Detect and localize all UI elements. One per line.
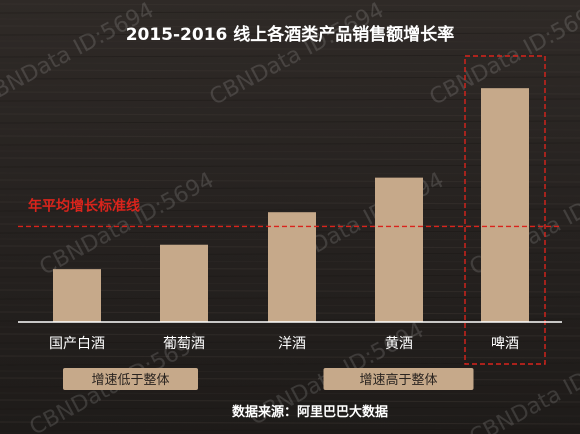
highlight-box [464, 55, 546, 365]
chart-title: 2015-2016 线上各酒类产品销售额增长率 [126, 24, 455, 45]
bar-2 [160, 244, 208, 322]
category-label-3: 洋酒 [278, 336, 306, 352]
category-label-2: 葡萄酒 [163, 336, 205, 352]
category-label-5: 啤酒 [491, 336, 519, 352]
bars-layer [53, 88, 529, 323]
group-badges: 增速低于整体 增速高于整体 [63, 368, 474, 390]
group-badge-2 [323, 368, 474, 390]
group-badge-1 [63, 368, 198, 390]
reference-line-label: 年平均增长标准线 [28, 197, 140, 214]
bar-1 [53, 269, 101, 322]
category-labels: 国产白酒 葡萄酒 洋酒 黄酒 啤酒 [49, 335, 519, 352]
category-label-4: 黄酒 [385, 335, 413, 352]
bar-4 [375, 177, 423, 322]
source-note: 数据来源：阿里巴巴大数据 [232, 404, 388, 420]
highlight-layer [464, 55, 546, 365]
reference-line-layer: 年平均增长标准线 [18, 197, 562, 228]
group-label-1: 增速低于整体 [91, 373, 169, 388]
category-label-1: 国产白酒 [49, 336, 105, 352]
bar-5 [481, 88, 529, 323]
bar-3 [268, 212, 316, 322]
group-label-2: 增速高于整体 [359, 372, 437, 388]
